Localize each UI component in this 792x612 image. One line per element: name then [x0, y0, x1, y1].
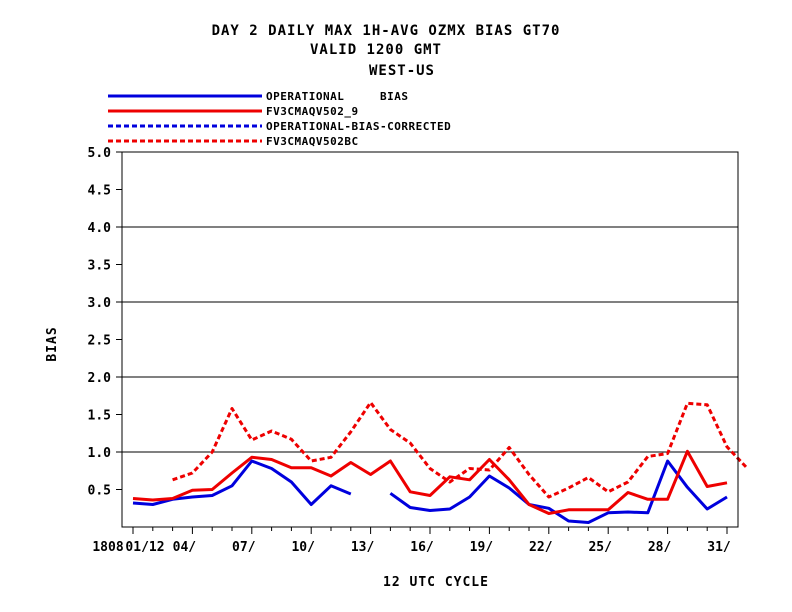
- legend-entry-operational: OPERATIONAL BIAS: [108, 90, 408, 103]
- legend-label-operational-bias-corrected: OPERATIONAL-BIAS-CORRECTED: [266, 120, 451, 133]
- y-axis-label: BIAS: [45, 326, 60, 361]
- x-tick-label: 13/: [351, 540, 375, 555]
- y-tick-label: 3.0: [88, 296, 112, 311]
- y-tick-label: 1.5: [88, 409, 111, 424]
- y-tick-label: 5.0: [88, 146, 112, 161]
- y-tick-label: 4.5: [88, 184, 111, 199]
- series-line-segment: [172, 401, 748, 499]
- x-tick-label: 07/: [232, 540, 256, 555]
- legend-label-fv3cmaq: FV3CMAQV502_9: [266, 105, 359, 118]
- x-tick-label: 19/: [470, 540, 494, 555]
- chart-subtitle-valid: VALID 1200 GMT: [310, 42, 442, 58]
- legend-entry-fv3cmaq: FV3CMAQV502_9: [108, 105, 359, 118]
- series-line-segment: [132, 449, 728, 515]
- legend: OPERATIONAL BIAS FV3CMAQV502_9 OPERATION…: [108, 90, 451, 148]
- x-tick-label: 01/12: [125, 540, 164, 555]
- x-tick-label: 25/: [588, 540, 612, 555]
- x-axis-label: 12 UTC CYCLE: [383, 575, 489, 590]
- series-line-segment: [389, 459, 728, 524]
- x-tick-label: 22/: [529, 540, 553, 555]
- legend-entry-fv3cmaq-bc: FV3CMAQV502BC: [108, 135, 359, 148]
- y-tick-label: 2.5: [88, 334, 111, 349]
- series-1: [132, 449, 728, 515]
- legend-entry-operational-bias-corrected: OPERATIONAL-BIAS-CORRECTED: [108, 120, 451, 133]
- grid-lines: [122, 226, 738, 453]
- x-tick-label: 28/: [648, 540, 672, 555]
- chart-subtitle-region: WEST-US: [369, 63, 435, 79]
- legend-label-fv3cmaq-bc: FV3CMAQV502BC: [266, 135, 359, 148]
- x-tick-label: 1808: [92, 540, 123, 555]
- chart-title: DAY 2 DAILY MAX 1H-AVG OZMX BIAS GT70: [212, 23, 561, 39]
- y-tick-label: 4.0: [88, 221, 112, 236]
- x-tick-label: 04/: [173, 540, 197, 555]
- series-lines: [132, 401, 748, 524]
- plot-frame: [121, 151, 739, 528]
- x-tick-label: 16/: [410, 540, 434, 555]
- y-tick-label: 0.5: [88, 484, 111, 499]
- x-axis-ticks: 1808 01/12 04/07/10/13/16/19/22/25/28/31/: [92, 527, 731, 555]
- y-axis-ticks: 0.5 1.0 1.5 2.0 2.5 3.0 3.5 4.0 4.5 5.0: [88, 146, 122, 499]
- x-tick-label: 31/: [707, 540, 731, 555]
- legend-label-operational: OPERATIONAL BIAS: [266, 90, 408, 103]
- y-tick-label: 3.5: [88, 259, 111, 274]
- x-tick-label: 10/: [291, 540, 315, 555]
- y-tick-label: 2.0: [88, 371, 112, 386]
- series-3: [172, 401, 748, 499]
- y-tick-label: 1.0: [88, 446, 112, 461]
